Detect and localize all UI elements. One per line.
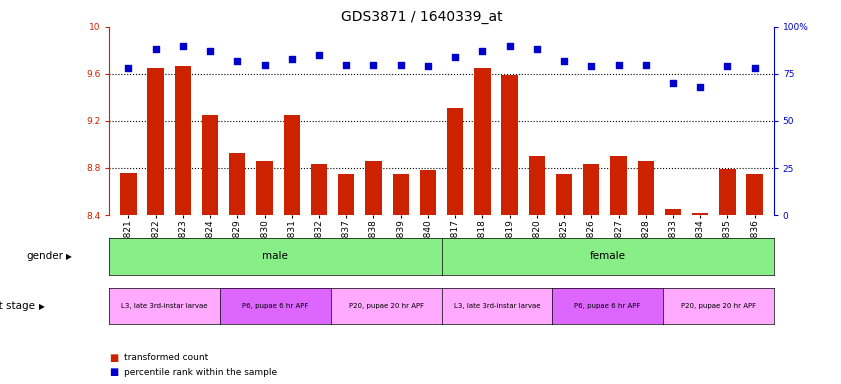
Point [122, 65, 135, 71]
Text: P6, pupae 6 hr APF: P6, pupae 6 hr APF [574, 303, 641, 309]
Text: P20, pupae 20 hr APF: P20, pupae 20 hr APF [681, 303, 756, 309]
Bar [420, 170, 436, 215]
Point [530, 46, 543, 53]
Text: male: male [262, 251, 288, 262]
Point [639, 61, 653, 68]
Text: development stage: development stage [0, 301, 35, 311]
Bar [664, 209, 681, 215]
Point [340, 61, 353, 68]
Point [394, 61, 407, 68]
Bar [747, 174, 763, 215]
Bar [393, 174, 409, 215]
Text: ■: ■ [109, 353, 119, 363]
Bar [501, 75, 518, 215]
Bar [611, 156, 627, 215]
Point [748, 65, 761, 71]
Point [230, 58, 244, 64]
Point [584, 63, 598, 70]
Title: GDS3871 / 1640339_at: GDS3871 / 1640339_at [341, 10, 502, 25]
Text: P6, pupae 6 hr APF: P6, pupae 6 hr APF [242, 303, 309, 309]
Text: percentile rank within the sample: percentile rank within the sample [124, 368, 278, 377]
Bar [692, 213, 708, 215]
Point [367, 61, 380, 68]
Bar [120, 173, 136, 215]
Text: L3, late 3rd-instar larvae: L3, late 3rd-instar larvae [453, 303, 540, 309]
Point [448, 54, 462, 60]
Bar [147, 68, 164, 215]
Point [258, 61, 272, 68]
Point [558, 58, 571, 64]
Point [476, 48, 489, 55]
Bar [229, 153, 246, 215]
Text: gender: gender [26, 251, 63, 262]
Bar [637, 161, 654, 215]
Bar [283, 115, 300, 215]
Text: transformed count: transformed count [124, 353, 209, 362]
Text: ▶: ▶ [39, 302, 45, 311]
Bar [529, 156, 545, 215]
Point [312, 52, 325, 58]
Point [421, 63, 435, 70]
Point [285, 56, 299, 62]
Bar [583, 164, 600, 215]
Point [503, 43, 516, 49]
Point [611, 61, 625, 68]
Bar [175, 66, 191, 215]
Bar [311, 164, 327, 215]
Bar [365, 161, 382, 215]
Bar [338, 174, 354, 215]
Text: ■: ■ [109, 367, 119, 377]
Text: L3, late 3rd-instar larvae: L3, late 3rd-instar larvae [121, 303, 208, 309]
Text: ▶: ▶ [66, 252, 71, 261]
Bar [202, 115, 219, 215]
Point [176, 43, 189, 49]
Bar [556, 174, 572, 215]
Bar [257, 161, 272, 215]
Bar [447, 108, 463, 215]
Bar [474, 68, 490, 215]
Text: female: female [590, 251, 626, 262]
Point [694, 84, 707, 90]
Bar [719, 169, 736, 215]
Text: P20, pupae 20 hr APF: P20, pupae 20 hr APF [349, 303, 424, 309]
Point [666, 80, 680, 86]
Point [721, 63, 734, 70]
Point [204, 48, 217, 55]
Point [149, 46, 162, 53]
